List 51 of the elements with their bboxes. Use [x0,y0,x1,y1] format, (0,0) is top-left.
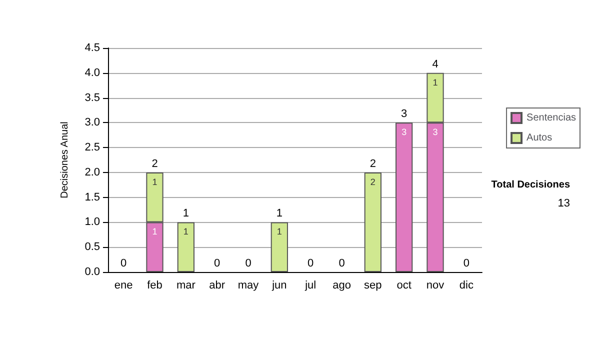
total-label: 0 [120,258,127,270]
x-tick-label: may [238,280,260,292]
total-label: 2 [152,158,158,170]
data-label: 2 [370,176,376,187]
y-tick-label: 2.5 [84,142,100,154]
y-tick-label: 1.5 [84,191,100,204]
data-label: 1 [152,226,158,237]
bar [270,222,288,272]
x-tick-label: nov [426,280,445,292]
data-label: 1 [183,226,188,237]
y-tick-label: 4.5 [84,42,100,54]
total-label: 2 [370,158,376,170]
total-label: 0 [463,258,470,270]
total-label: 0 [308,258,314,270]
x-tick-label: jul [304,280,316,292]
x-tick-label: ene [114,280,133,292]
bar [177,222,194,272]
y-tick-label: 4.0 [84,66,100,79]
total-label: 1 [276,208,282,220]
x-tick-label: sep [364,280,382,292]
x-tick-label: abr [209,280,226,292]
total-label: 4 [432,58,438,70]
y-tick-label: 3.5 [84,92,100,104]
total-label: 0 [214,258,220,270]
legend-label: Autos [526,132,552,144]
total-label: 1 [182,208,189,220]
bar [396,122,413,272]
x-tick-label: dic [459,280,474,292]
y-axis-title: Decisiones Anual [60,122,70,198]
text: 13 [558,198,570,210]
legend-label: Sentencias [526,112,576,124]
y-tick-label: 3.0 [84,116,100,129]
y-tick-label: 0.0 [84,266,100,278]
x-tick-label: jun [271,280,287,292]
x-tick-label: oct [396,280,412,292]
data-label: 1 [432,77,438,88]
data-label: 1 [152,176,158,187]
x-tick-label: ago [332,280,351,292]
y-tick-label: 1.0 [84,216,100,228]
data-label: 3 [402,127,407,138]
total-label: 0 [245,258,252,270]
total-label: 3 [401,108,408,120]
data-label: 3 [432,127,438,138]
bar [364,172,382,272]
total-label: 0 [338,258,345,270]
text: Total Decisiones [491,180,570,190]
y-tick-label: 2.0 [84,166,100,178]
data-label: 1 [276,226,282,237]
x-tick-label: mar [176,280,196,292]
x-tick-label: feb [147,280,162,292]
y-tick-label: 0.5 [84,241,100,254]
